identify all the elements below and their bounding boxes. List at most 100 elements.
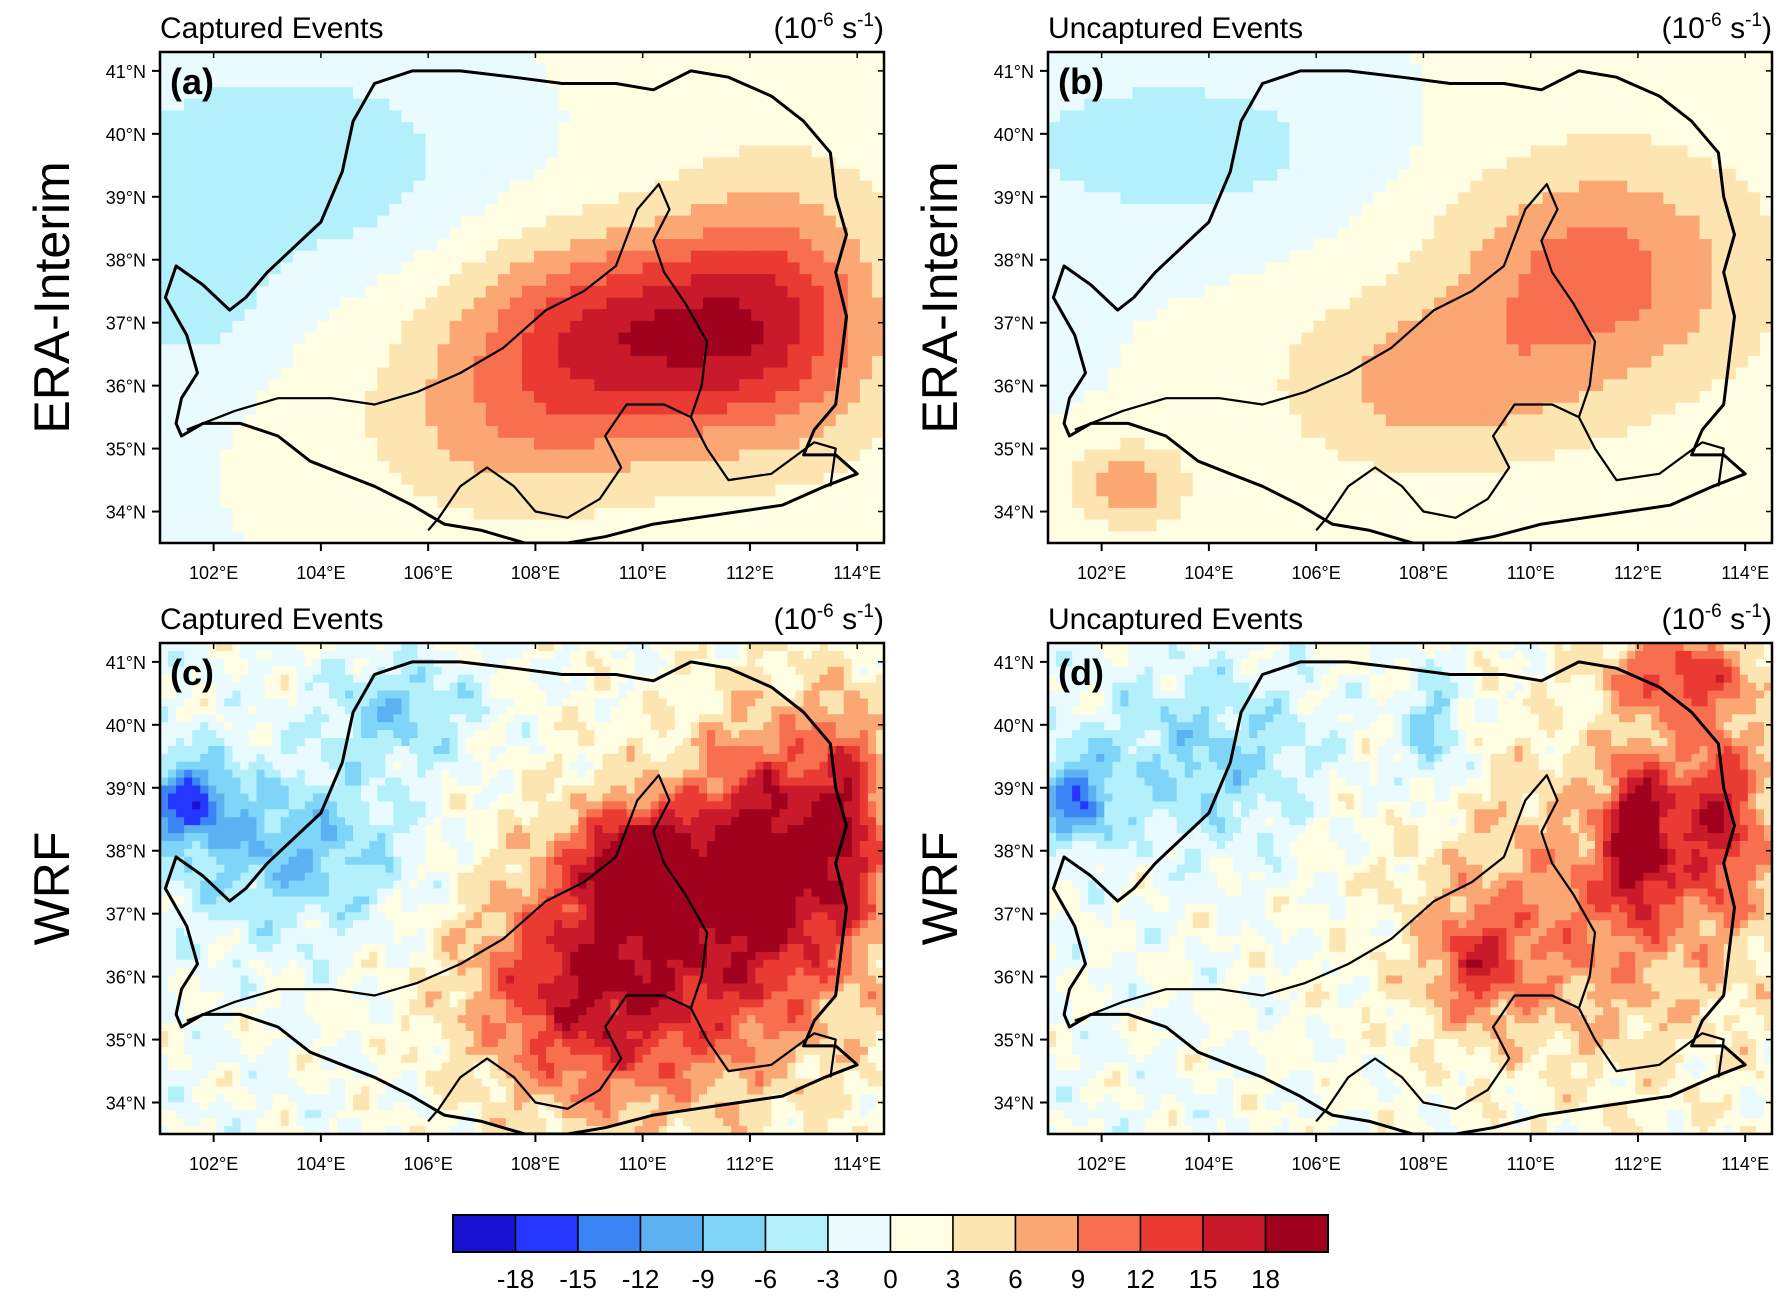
colorbar-label: 3 [946,1264,960,1294]
panel-letter: (a) [170,61,214,102]
unit-label: (10-6 s-1) [1661,10,1772,45]
panel-title: Uncaptured Events [1048,12,1303,45]
lon-tick-label: 108°E [511,1154,560,1174]
lon-tick-label: 102°E [1077,563,1126,583]
lat-tick-label: 40°N [106,716,146,736]
unit-exponent: -6 [817,601,834,622]
colorbar-label: -6 [754,1264,777,1294]
lon-tick-label: 112°E [1614,1154,1662,1174]
loess-plateau-boundary [1051,69,1747,543]
lat-tick-label: 40°N [994,716,1034,736]
lat-tick-label: 34°N [994,1094,1034,1114]
row-label: ERA-Interim [24,161,80,433]
lon-tick-label: 114°E [833,1154,881,1174]
unit-exponent: -6 [1705,601,1722,622]
region-boundary-line [186,183,837,487]
lat-tick-label: 39°N [994,779,1034,799]
colorbar: -18 -15 -12 -9 -6 -3 0 3 6 9 12 15 18 [452,1214,1329,1294]
unit-close: ) [874,603,884,636]
lon-tick-label: 108°E [1399,1154,1448,1174]
colorbar-swatch [514,1214,579,1253]
unit-exponent2: -1 [1745,601,1762,622]
lat-tick-label: 34°N [106,1094,146,1114]
unit-close: ) [874,12,884,45]
colorbar-swatch [639,1214,704,1253]
colorbar-label: 0 [883,1264,897,1294]
lat-tick-label: 34°N [994,503,1034,523]
lat-tick-label: 36°N [106,968,146,988]
lon-tick-label: 114°E [833,563,881,583]
colorbar-swatch [1077,1214,1142,1253]
lat-tick-label: 39°N [106,188,146,208]
region-boundary-line [1315,403,1580,532]
lon-tick-label: 104°E [296,563,345,583]
map-panel-c: 102°E 104°E 106°E 108°E 110°E 112°E 114°E 41°N 4… [106,601,886,1174]
lon-tick-label: 106°E [404,563,453,583]
lon-tick-label: 106°E [1292,1154,1341,1174]
unit-base: (10 [773,603,816,636]
unit-exponent2: -1 [857,601,874,622]
unit-close: ) [1762,603,1772,636]
colorbar-swatch [1139,1214,1204,1253]
row-label: WRF [24,832,80,946]
lon-tick-label: 106°E [1292,563,1341,583]
unit-base: (10 [773,12,816,45]
lon-tick-label: 102°E [189,563,238,583]
lon-tick-label: 104°E [1184,563,1233,583]
lon-tick-label: 102°E [1077,1154,1126,1174]
colorbar-label: -18 [497,1264,535,1294]
loess-plateau-boundary [163,69,859,543]
unit-mid: s [1722,12,1745,45]
colorbar-label: -15 [559,1264,597,1294]
unit-mid: s [834,603,857,636]
region-boundary-line [427,403,692,532]
panel-title: Captured Events [160,603,383,636]
field-shading-c [160,643,884,1134]
lat-tick-label: 35°N [994,440,1034,460]
boundary-lines-c [163,660,859,1134]
colorbar-swatch [1202,1214,1267,1253]
unit-base: (10 [1661,12,1704,45]
lat-tick-label: 35°N [994,1031,1034,1051]
colorbar-swatch [827,1214,892,1253]
unit-base: (10 [1661,603,1704,636]
boundary-lines-a [163,69,859,543]
colorbar-swatch [952,1214,1017,1253]
map-frame [1046,641,1774,1136]
lon-tick-label: 102°E [189,1154,238,1174]
loess-plateau-boundary [163,660,859,1134]
lon-tick-label: 112°E [726,1154,774,1174]
unit-close: ) [1762,12,1772,45]
colorbar-label: 6 [1008,1264,1022,1294]
unit-exponent: -6 [817,10,834,31]
lon-tick-label: 112°E [1614,563,1662,583]
lon-tick-label: 110°E [1507,1154,1555,1174]
colorbar-swatch [577,1214,642,1253]
map-frame [158,641,886,1136]
loess-plateau-boundary [1051,660,1747,1134]
lat-tick-label: 39°N [994,188,1034,208]
lat-tick-label: 36°N [994,377,1034,397]
colorbar-frame [452,1214,1329,1253]
lat-tick-label: 39°N [106,779,146,799]
unit-label: (10-6 s-1) [773,601,884,636]
panel-letter: (b) [1058,61,1104,102]
map-frame [158,50,886,545]
unit-mid: s [1722,603,1745,636]
boundary-lines-d [1051,660,1747,1134]
lat-tick-label: 40°N [994,125,1034,145]
panels: 102°E 104°E 106°E 108°E 110°E 112°E 114°E 41°N 4… [106,10,1774,1174]
lat-tick-label: 37°N [994,314,1034,334]
colorbar-label: -3 [816,1264,839,1294]
lat-tick-label: 38°N [994,251,1034,271]
lat-tick-label: 37°N [106,314,146,334]
colorbar-label: 18 [1251,1264,1280,1294]
unit-label: (10-6 s-1) [1661,601,1772,636]
unit-label: (10-6 s-1) [773,10,884,45]
region-boundary-line [1074,774,1725,1078]
panel-title: Captured Events [160,12,383,45]
lon-tick-label: 112°E [726,563,774,583]
unit-exponent2: -1 [857,10,874,31]
row-label: WRF [912,832,968,946]
lon-tick-label: 110°E [1507,563,1555,583]
